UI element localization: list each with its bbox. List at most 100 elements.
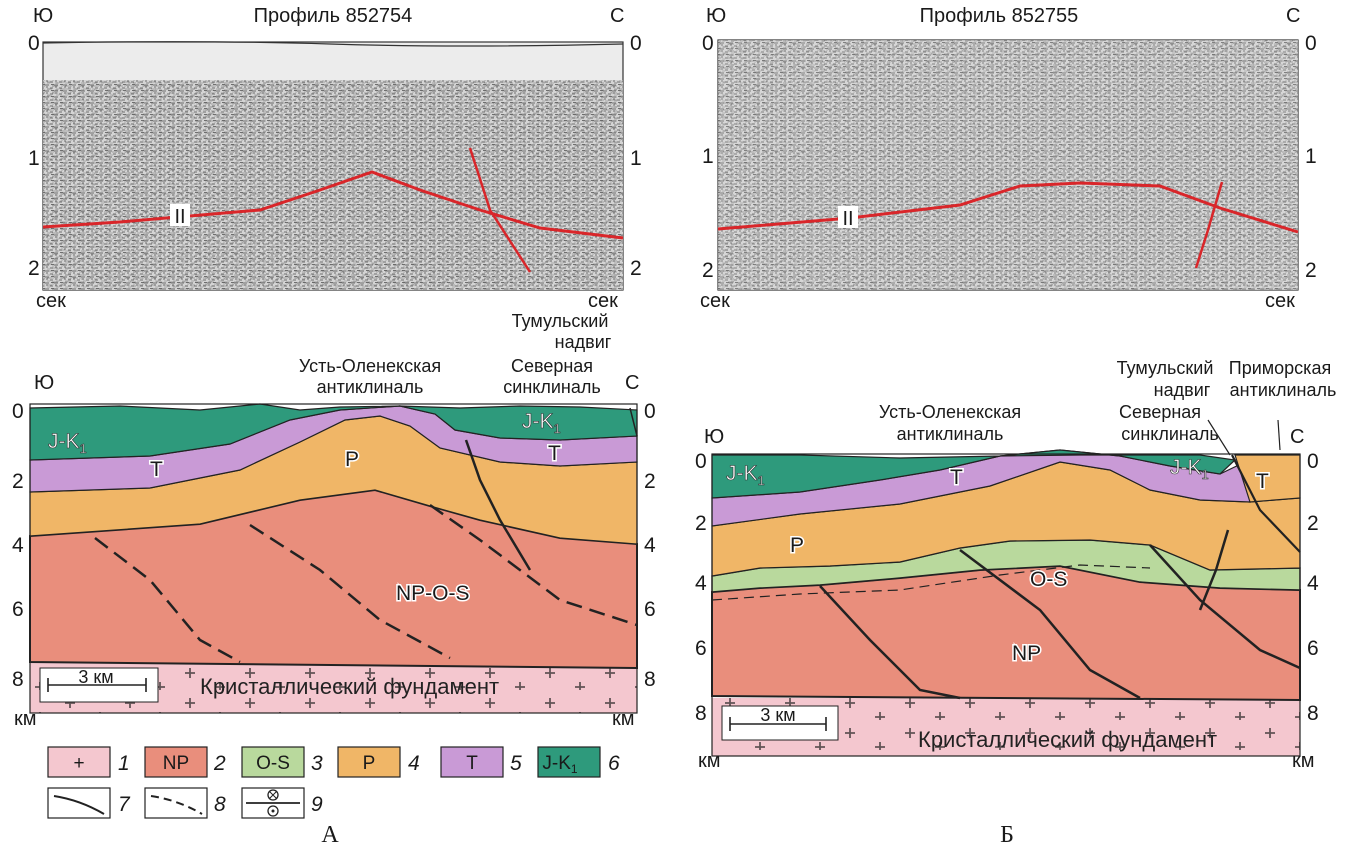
legend-box-2: NP — [163, 753, 189, 774]
legend-box-6: J-K1 — [542, 753, 578, 776]
legend: + 1 NP 2 O-S 3 P 4 T 5 J-K1 6 7 8 9 — [47, 746, 620, 819]
left-seismic-tick-0: 0 — [28, 32, 40, 55]
legend-num-1: 1 — [118, 752, 130, 775]
right-tick-2: 2 — [695, 512, 707, 535]
left-section-dir-north: С — [625, 372, 639, 394]
panel-label-b: Б — [1000, 822, 1014, 848]
legend-swatch-3 — [241, 746, 305, 778]
right-seismic-tick-1-r: 1 — [1305, 145, 1317, 168]
right-tumulsky-line2: надвиг — [1154, 380, 1211, 400]
left-jk-label-a: J-K1 — [48, 430, 87, 456]
left-severnaya-line1: Северная — [511, 356, 593, 376]
right-tick-6-r: 6 — [1307, 637, 1319, 660]
left-seismic-tick-2: 2 — [28, 257, 40, 280]
legend-swatch-8 — [144, 787, 208, 819]
left-ust-olenek-line1: Усть-Оленекская — [299, 356, 441, 376]
left-scale-bar: 3 км — [78, 667, 113, 687]
left-seismic-dir-south: Ю — [33, 5, 53, 27]
left-foundation-label: Кристаллический фундамент — [200, 674, 499, 699]
right-jk-layer — [711, 449, 1237, 499]
legend-swatch-5 — [440, 746, 504, 778]
left-seismic-unit-r: сек — [588, 290, 618, 312]
right-seismic-tick-2: 2 — [702, 259, 714, 282]
left-seismic-title: Профиль 852754 — [254, 5, 413, 27]
right-jk-label-b: J-K1 — [1170, 456, 1209, 482]
right-tick-8: 8 — [695, 702, 707, 725]
right-np-label: NP — [1012, 642, 1041, 665]
left-tick-8-r: 8 — [644, 668, 656, 691]
right-seismic-unit-r: сек — [1265, 290, 1295, 312]
left-tick-8: 8 — [12, 668, 24, 691]
right-fault — [1198, 529, 1230, 611]
right-seismic-dir-south: Ю — [706, 5, 726, 27]
legend-num-6: 6 — [608, 752, 620, 775]
left-section-unit-r: км — [612, 708, 635, 730]
left-seismic-tick-1-r: 1 — [630, 147, 642, 170]
right-tick-0-r: 0 — [1307, 450, 1319, 473]
legend-num-3: 3 — [311, 752, 323, 775]
left-tick-2-r: 2 — [644, 470, 656, 493]
right-section-dir-north: С — [1290, 426, 1304, 448]
legend-swatch-2 — [144, 746, 208, 778]
left-tumulsky-line2: надвиг — [555, 332, 612, 352]
left-jk-label-b: J-K1 — [522, 410, 561, 436]
right-os-label: O-S — [1030, 568, 1067, 591]
right-seismic-dir-north: С — [1286, 5, 1300, 27]
right-tick-4-r: 4 — [1307, 572, 1319, 595]
left-section-dir-south: Ю — [34, 372, 54, 394]
left-tick-2: 2 — [12, 470, 24, 493]
legend-box-5: T — [466, 753, 478, 774]
legend-box-3: O-S — [256, 753, 290, 774]
legend-num-4: 4 — [408, 752, 420, 775]
legend-swatch-6 — [537, 746, 601, 778]
left-section-frame — [29, 403, 638, 714]
right-primorskaya-line1: Приморская — [1229, 358, 1331, 378]
right-tick-6: 6 — [695, 637, 707, 660]
left-seismic-tick-1: 1 — [28, 147, 40, 170]
right-tick-0: 0 — [695, 450, 707, 473]
right-seismic-profile: Ю Профиль 852755 С II 0 1 2 0 1 2 сек се… — [700, 5, 1317, 312]
left-seismic-profile: Ю Профиль 852754 С II 0 1 2 0 1 2 сек се… — [28, 5, 642, 312]
right-ust-olenek-line1: Усть-Оленекская — [879, 402, 1021, 422]
right-seismic-title: Профиль 852755 — [920, 5, 1079, 27]
legend-num-8: 8 — [214, 793, 226, 816]
right-horizon-ii — [717, 181, 1299, 234]
right-tick-8-r: 8 — [1307, 702, 1319, 725]
left-t-label-b: T — [548, 442, 561, 465]
left-seismic-fault — [468, 147, 532, 273]
legend-num-7: 7 — [118, 793, 131, 816]
left-tick-0-r: 0 — [644, 400, 656, 423]
right-section-unit-r: км — [1292, 750, 1315, 772]
right-geologic-section: J-K1 J-K1 T T P O-S NP 3 км Кристалличес… — [695, 358, 1336, 772]
left-seismic-tick-2-r: 2 — [630, 257, 642, 280]
legend-num-2: 2 — [213, 752, 226, 775]
right-seismic-unit: сек — [700, 290, 730, 312]
right-tumulsky-line1: Тумульский — [1117, 358, 1214, 378]
left-tick-6: 6 — [12, 598, 24, 621]
legend-swatch-1 — [47, 746, 111, 778]
panel-label-a: А — [321, 822, 339, 848]
right-severnaya-line1: Северная — [1119, 402, 1201, 422]
right-p-label: P — [790, 534, 804, 557]
right-section-frame — [711, 453, 1301, 757]
right-seismic-tick-2-r: 2 — [1305, 259, 1317, 282]
left-seismic-unit: сек — [36, 290, 66, 312]
left-horizon-label: II — [174, 206, 185, 228]
right-horizon-label: II — [842, 208, 853, 230]
left-p-label: P — [345, 448, 359, 471]
left-tick-6-r: 6 — [644, 598, 656, 621]
left-geologic-section: J-K1 J-K1 T T P NP-O-S 3 км Кристалличес… — [12, 311, 656, 730]
right-tick-2-r: 2 — [1307, 512, 1319, 535]
right-t-label-b: T — [1256, 470, 1269, 493]
left-severnaya-line2: синклиналь — [503, 377, 600, 397]
left-seismic-dir-north: С — [610, 5, 624, 27]
right-primorskaya-line2: антиклиналь — [1230, 380, 1337, 400]
legend-box-1: + — [73, 753, 84, 774]
right-seismic-fault — [1194, 181, 1224, 269]
left-npos-label: NP-O-S — [396, 582, 470, 605]
legend-num-9: 9 — [311, 793, 323, 816]
right-scale-bar: 3 км — [760, 705, 795, 725]
right-foundation-label: Кристаллический фундамент — [918, 727, 1217, 752]
left-tick-4: 4 — [12, 534, 24, 557]
right-severnaya-line2: синклиналь — [1121, 424, 1218, 444]
